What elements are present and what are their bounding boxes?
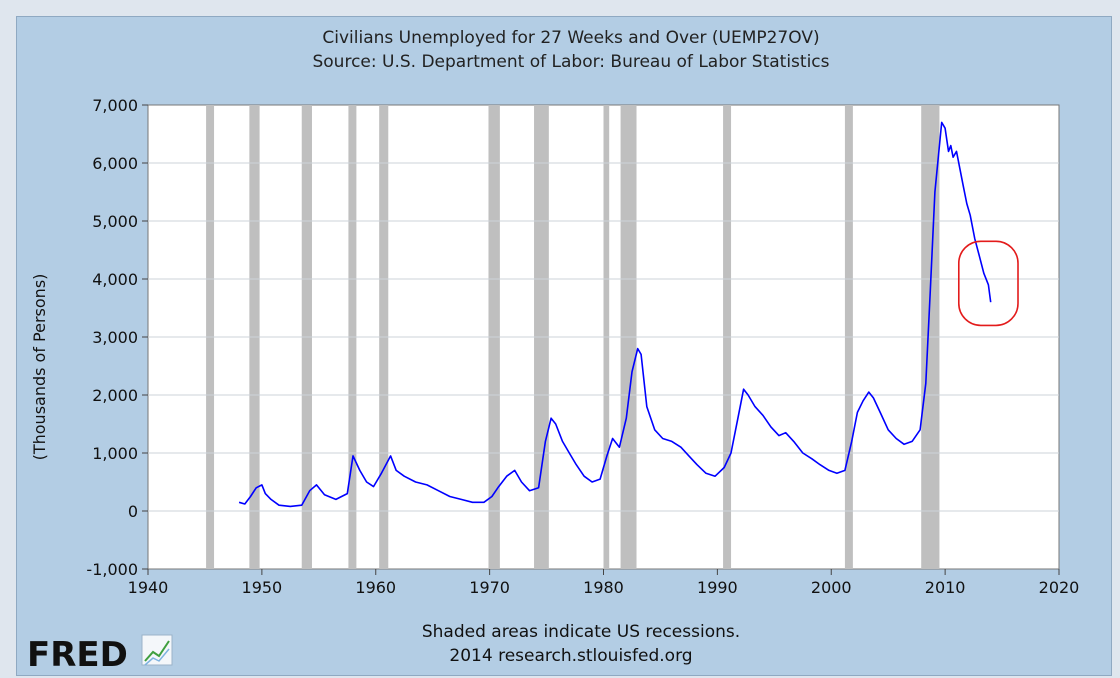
x-tick-label: 1950: [242, 578, 283, 597]
axis-ticks: -1,000 0 1,000 2,000 3,000 4,000 5,000 6,000 7,0…: [86, 96, 1079, 597]
annotation-layer: [957, 240, 1019, 327]
x-tick-label: 2010: [925, 578, 966, 597]
y-tick-label: 4,000: [92, 270, 138, 289]
fred-logo[interactable]: FRED: [27, 634, 173, 675]
x-tick-label: 1960: [355, 578, 396, 597]
x-tick-label: 1990: [697, 578, 738, 597]
y-tick-label: 2,000: [92, 386, 138, 405]
y-tick-label: 6,000: [92, 154, 138, 173]
footer-source-url: 2014 research.stlouisfed.org: [449, 646, 692, 666]
y-tick-label: 1,000: [92, 444, 138, 463]
y-tick-label: 5,000: [92, 212, 138, 231]
x-tick-label: 1980: [583, 578, 624, 597]
x-tick-label: 1970: [469, 578, 510, 597]
y-tick-label: 0: [128, 502, 138, 521]
x-tick-label: 2020: [1039, 578, 1080, 597]
chart-frame: Civilians Unemployed for 27 Weeks and Ov…: [16, 16, 1112, 676]
x-tick-label: 1940: [128, 578, 169, 597]
fred-line-chart: Civilians Unemployed for 27 Weeks and Ov…: [27, 28, 1079, 675]
chart-icon: [141, 634, 173, 666]
x-tick-label: 2000: [811, 578, 852, 597]
footer-recession-note: Shaded areas indicate US recessions.: [422, 622, 740, 642]
y-axis-label: (Thousands of Persons): [30, 274, 49, 461]
y-tick-label: -1,000: [86, 560, 138, 579]
series-layer: [238, 121, 992, 508]
highlight-circle-0: [957, 240, 1019, 327]
y-tick-label: 7,000: [92, 96, 138, 115]
chart-title: Civilians Unemployed for 27 Weeks and Ov…: [322, 28, 819, 48]
y-tick-label: 3,000: [92, 328, 138, 347]
grid-lines: [148, 162, 1059, 512]
chart-subtitle: Source: U.S. Department of Labor: Bureau…: [312, 52, 829, 72]
series-line-UEMP27OV: [238, 121, 992, 508]
fred-logo-text: FRED: [27, 635, 128, 675]
